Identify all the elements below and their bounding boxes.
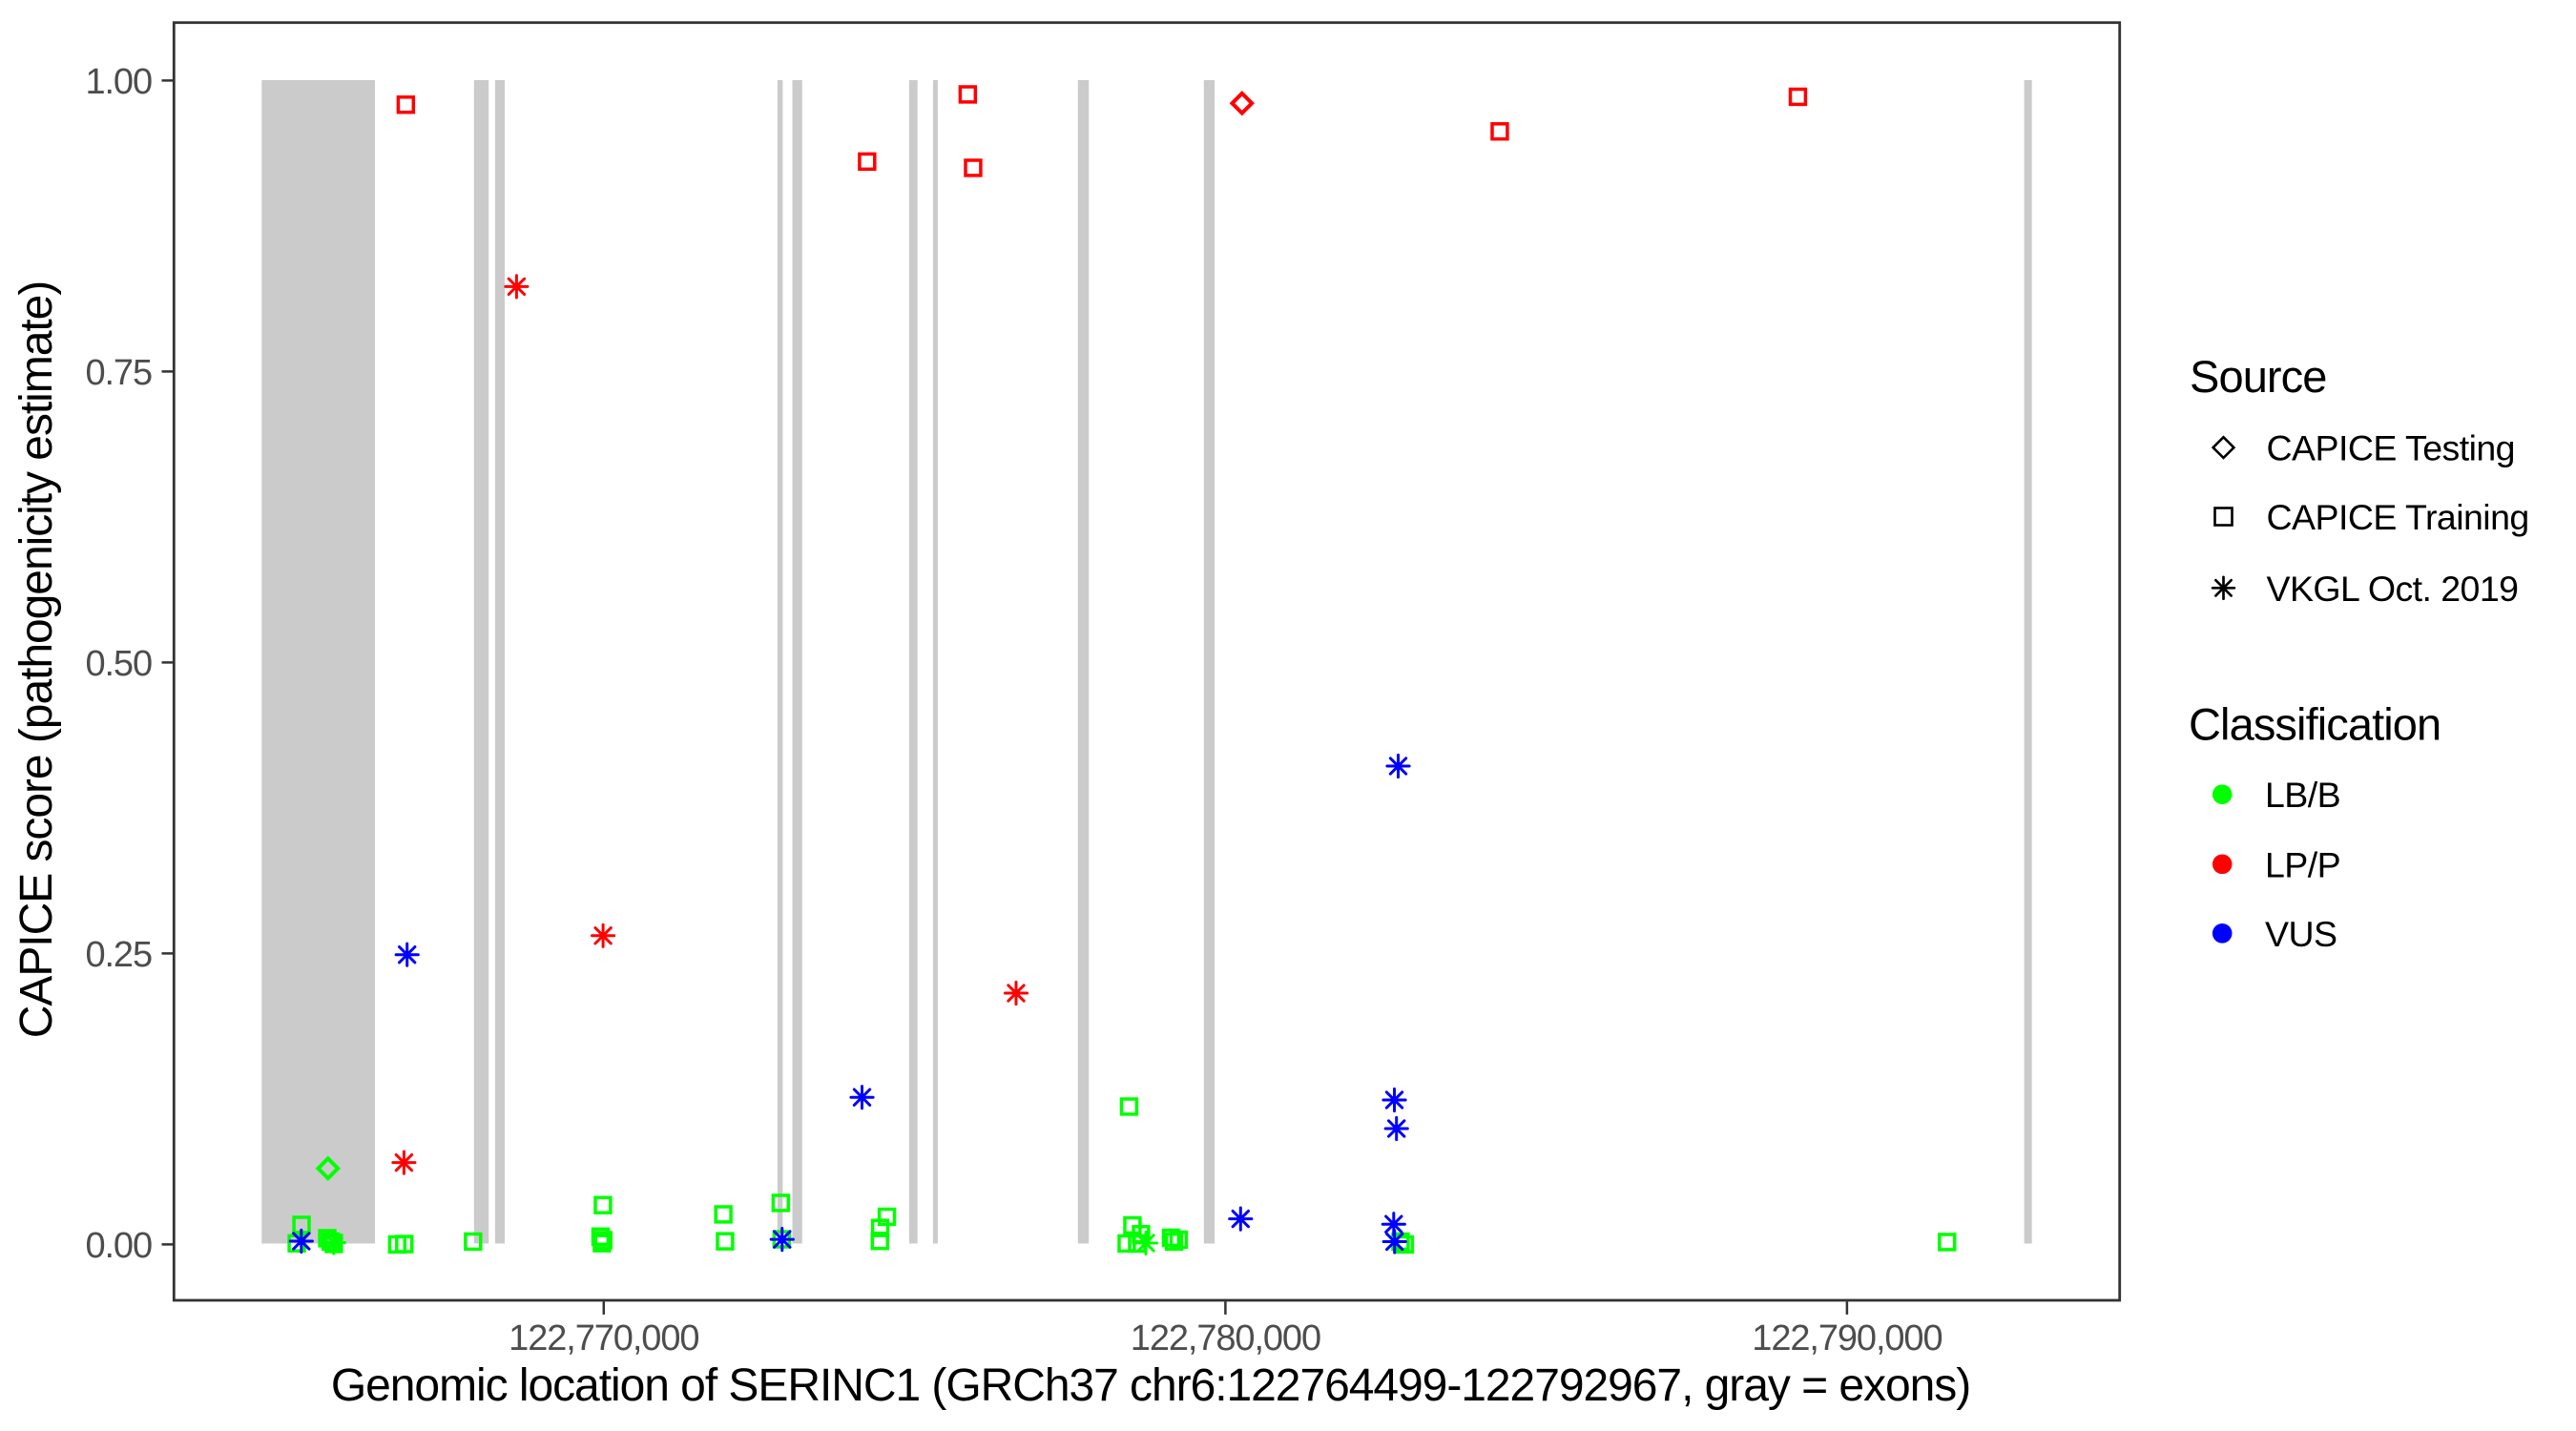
svg-text:CAPICE Training: CAPICE Training bbox=[2267, 497, 2529, 537]
svg-text:Genomic location of SERINC1 (G: Genomic location of SERINC1 (GRCh37 chr6… bbox=[331, 1360, 1970, 1411]
svg-text:122,780,000: 122,780,000 bbox=[1131, 1318, 1320, 1358]
svg-text:CAPICE Testing: CAPICE Testing bbox=[2267, 428, 2515, 468]
svg-text:LB/B: LB/B bbox=[2265, 775, 2340, 815]
svg-text:LP/P: LP/P bbox=[2265, 844, 2340, 884]
svg-text:122,770,000: 122,770,000 bbox=[509, 1318, 698, 1358]
svg-text:122,790,000: 122,790,000 bbox=[1752, 1318, 1942, 1358]
svg-text:1.00: 1.00 bbox=[85, 62, 152, 102]
svg-text:Source: Source bbox=[2190, 351, 2327, 402]
svg-text:0.25: 0.25 bbox=[85, 935, 152, 975]
svg-text:0.50: 0.50 bbox=[85, 644, 152, 684]
svg-text:VKGL Oct. 2019: VKGL Oct. 2019 bbox=[2267, 569, 2519, 609]
svg-text:CAPICE score (pathogenicity es: CAPICE score (pathogenicity estimate) bbox=[11, 281, 62, 1039]
svg-text:Classification: Classification bbox=[2189, 699, 2441, 750]
svg-text:VUS: VUS bbox=[2265, 914, 2337, 954]
svg-text:0.00: 0.00 bbox=[85, 1226, 152, 1266]
svg-text:0.75: 0.75 bbox=[85, 353, 152, 393]
